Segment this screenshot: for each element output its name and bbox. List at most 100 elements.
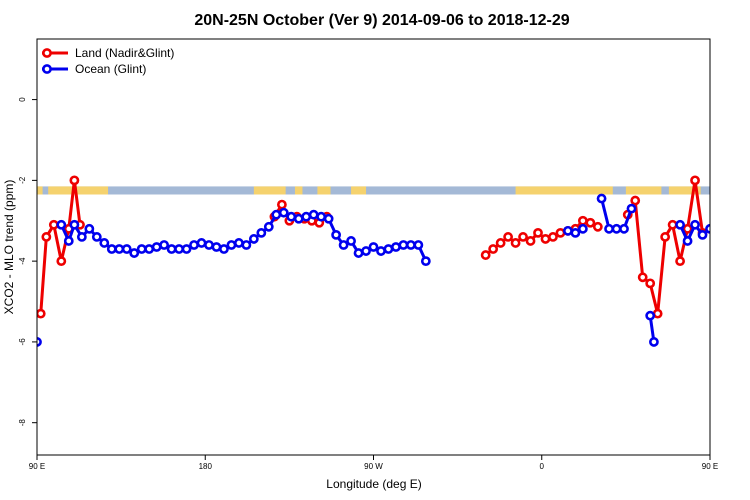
data-point [361, 246, 371, 256]
data-point [301, 211, 312, 222]
data-point [376, 246, 386, 256]
data-point [495, 238, 506, 248]
data-point [91, 232, 102, 242]
data-point [159, 240, 170, 250]
map-strip-land [625, 186, 662, 195]
data-point [151, 242, 162, 252]
data-point [697, 229, 708, 240]
data-point [405, 240, 416, 250]
data-point [391, 242, 401, 252]
data-point [136, 244, 147, 254]
data-point [398, 240, 409, 250]
data-point [645, 310, 656, 321]
data-point [488, 244, 499, 254]
data-point [219, 244, 229, 254]
data-point [714, 233, 721, 240]
data-point [48, 219, 59, 230]
map-strip-land [317, 186, 331, 195]
series-line [59, 211, 428, 262]
legend-label: Ocean (Glint) [75, 62, 146, 76]
data-point [41, 232, 52, 242]
data-point [166, 244, 177, 254]
data-point [611, 223, 622, 234]
data-point [63, 236, 74, 246]
data-point [570, 227, 581, 238]
data-point [368, 242, 379, 252]
data-point [99, 238, 110, 248]
data-point [420, 256, 431, 267]
data-point [271, 209, 282, 220]
data-point [196, 238, 207, 248]
x-axis: 90 E 180 90 W 0 90 E [29, 455, 718, 471]
data-point [204, 240, 214, 250]
data-point [525, 236, 536, 246]
y-tick-label: -4 [18, 257, 27, 265]
series-ocean [37, 193, 750, 347]
data-point [518, 232, 528, 242]
legend-label: Land (Nadir&Glint) [75, 46, 174, 60]
data-point [744, 245, 750, 252]
data-point [316, 211, 327, 222]
x-tick-label: 90 E [29, 462, 45, 471]
data-point [346, 236, 356, 246]
data-point [121, 244, 132, 254]
data-point [690, 175, 700, 186]
data-point [129, 248, 140, 258]
data-point [69, 175, 80, 186]
data-point [577, 223, 588, 234]
data-point [353, 248, 364, 258]
data-point [585, 217, 596, 228]
legend-marker [42, 48, 52, 58]
data-point [106, 244, 117, 254]
data-point [577, 215, 588, 226]
data-point [286, 211, 297, 222]
legend-marker [42, 64, 52, 74]
data-point [729, 245, 736, 252]
data-point [293, 213, 304, 224]
data-point [144, 244, 155, 254]
data-point [338, 240, 349, 250]
data-point [263, 221, 274, 232]
data-point [114, 244, 125, 254]
data-point [705, 223, 710, 234]
data-point [721, 239, 728, 246]
data-point [563, 225, 573, 236]
data-point [211, 242, 222, 252]
x-tick-label: 90 W [364, 462, 383, 471]
data-point [652, 308, 663, 319]
x-tick-label: 0 [540, 462, 545, 471]
data-point [84, 223, 95, 234]
map-strip-land [48, 186, 109, 195]
map-strip-land [668, 186, 701, 195]
data-point [276, 199, 287, 210]
y-tick-label: -6 [18, 338, 27, 346]
series-line [39, 178, 82, 314]
y-tick-label: -8 [18, 419, 27, 427]
data-point [540, 234, 551, 244]
data-point [645, 278, 656, 289]
data-point [503, 232, 513, 242]
data-point [596, 193, 607, 204]
map-strip-ocean [37, 186, 710, 195]
data-point [308, 209, 319, 220]
data-point [604, 223, 614, 234]
map-strip-land [515, 186, 613, 195]
data-point [56, 219, 67, 230]
data-point [323, 213, 334, 224]
data-point [592, 221, 603, 232]
data-point [675, 219, 685, 230]
map-strip-land [294, 186, 303, 195]
data-point [736, 245, 743, 252]
data-point [69, 219, 80, 230]
x-axis-label: Longitude (deg E) [326, 477, 421, 491]
data-point [174, 244, 184, 254]
x-tick-label: 180 [199, 462, 213, 471]
data-point [649, 337, 659, 347]
data-point [383, 244, 394, 254]
data-point [56, 256, 67, 267]
data-point [690, 219, 700, 230]
map-strip [37, 186, 710, 195]
data-point [626, 203, 637, 214]
data-point [619, 223, 629, 234]
y-tick-label: -2 [18, 176, 27, 184]
